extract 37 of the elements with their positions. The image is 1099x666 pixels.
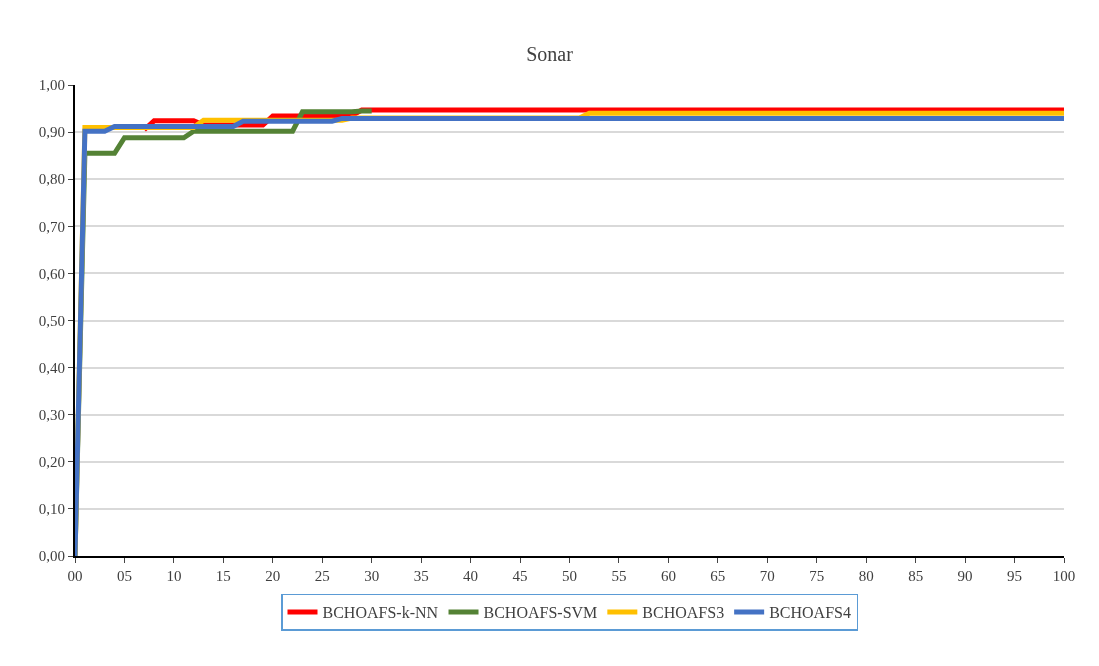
x-tick-label: 65 (710, 568, 726, 584)
x-tick-label: 40 (463, 568, 479, 584)
y-tick-label: 0,60 (38, 265, 65, 282)
y-tick-label: 0,40 (38, 359, 65, 376)
x-tick-label: 55 (611, 568, 627, 584)
y-tick-label: 0,90 (38, 124, 65, 141)
x-tick-label: 15 (215, 568, 231, 584)
x-tick-label: 80 (858, 568, 874, 584)
y-tick-label: 0,70 (38, 218, 65, 235)
legend-label: BCHOAFS4 (769, 604, 851, 622)
x-tick-label: 90 (957, 568, 973, 584)
x-tick-label: 20 (265, 568, 281, 584)
y-tick-label: 1,00 (38, 77, 65, 94)
x-tick-label: 50 (562, 568, 577, 584)
x-tick-label: 95 (1007, 568, 1023, 584)
y-tick-label: 0,10 (38, 501, 65, 518)
x-tick-label: 35 (413, 568, 429, 584)
x-tick-label: 30 (364, 568, 380, 584)
y-tick-label: 0,20 (38, 454, 65, 471)
x-tick-label: 25 (314, 568, 330, 584)
x-tick-label: 00 (67, 568, 83, 584)
x-tick-label: 45 (512, 568, 528, 584)
legend-label: BCHOAFS-k-NN (322, 604, 439, 622)
legend-label: BCHOAFS-SVM (483, 604, 598, 622)
x-tick-label: 10 (166, 568, 182, 584)
x-tick-label: 75 (809, 568, 825, 584)
x-tick-label: 60 (660, 568, 676, 584)
x-tick-label: 70 (759, 568, 775, 584)
chart-title: Sonar (526, 42, 574, 65)
y-tick-label: 0,50 (38, 312, 65, 329)
legend-label: BCHOAFS3 (642, 604, 725, 622)
x-tick-label: 85 (908, 568, 924, 584)
x-tick-label: 05 (116, 568, 132, 584)
y-tick-label: 0,30 (38, 406, 65, 423)
y-tick-label: 0,80 (38, 171, 65, 188)
y-tick-label: 0,00 (38, 548, 65, 565)
x-tick-label: 100 (1052, 568, 1076, 584)
